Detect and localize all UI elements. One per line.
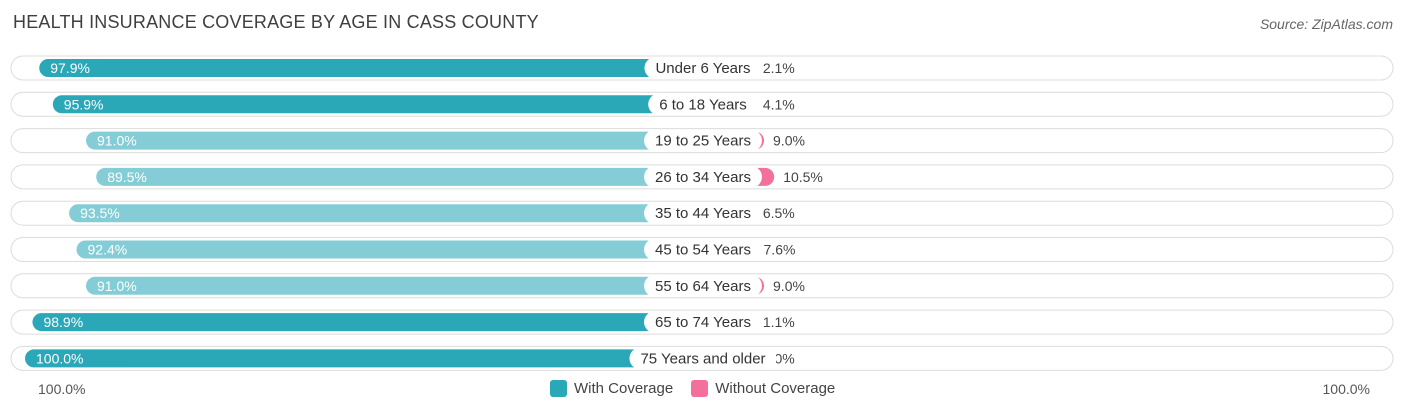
legend-item-with-coverage: With Coverage <box>550 380 673 397</box>
with-coverage-bar <box>32 313 703 332</box>
category-label: Under 6 Years <box>655 60 750 77</box>
category-label: 35 to 44 Years <box>655 205 751 222</box>
with-coverage-bar <box>76 240 703 259</box>
category-pill <box>648 93 758 116</box>
category-pill <box>644 165 762 188</box>
with-coverage-bar <box>96 167 703 186</box>
with-coverage-value: 91.0% <box>97 133 137 149</box>
axis-left-label: 100.0% <box>38 381 86 397</box>
category-label: 45 to 54 Years <box>655 242 751 259</box>
without-coverage-value: 9.0% <box>773 278 805 294</box>
with-coverage-bar <box>69 204 703 223</box>
chart-title: HEALTH INSURANCE COVERAGE BY AGE IN CASS… <box>13 12 539 32</box>
without-coverage-value: 1.1% <box>763 314 795 330</box>
bar-row: 91.0% 9.0% 55 to 64 Years <box>10 273 1394 299</box>
with-coverage-value: 95.9% <box>64 96 104 112</box>
bar-row: 89.5% 10.5% 26 to 34 Years <box>10 164 1394 190</box>
category-pill <box>644 57 762 79</box>
with-coverage-value: 97.9% <box>50 60 90 76</box>
with-coverage-value: 93.5% <box>80 205 120 221</box>
legend-label-with-coverage: With Coverage <box>574 380 674 397</box>
without-coverage-value: 4.1% <box>763 96 795 112</box>
legend-item-without-coverage: Without Coverage <box>691 380 835 397</box>
bar-row: 98.9% 1.1% 65 to 74 Years <box>10 309 1394 335</box>
bar-row: 93.5% 6.5% 35 to 44 Years <box>10 200 1394 226</box>
category-label: 65 to 74 Years <box>655 314 751 331</box>
without-coverage-value: 7.6% <box>764 242 796 258</box>
category-label: 55 to 64 Years <box>655 278 751 295</box>
with-coverage-bar <box>52 95 704 114</box>
without-coverage-value: 6.5% <box>763 205 795 221</box>
legend-label-without-coverage: Without Coverage <box>715 380 836 397</box>
bar-row: 92.4% 7.6% 45 to 54 Years <box>10 237 1394 262</box>
category-pill <box>644 238 762 261</box>
category-pill <box>644 129 762 152</box>
category-pill <box>644 311 762 334</box>
category-label: 19 to 25 Years <box>655 133 751 150</box>
bar-row: 100.0% 0.0%75 Years and older <box>10 345 1394 371</box>
category-pill <box>644 202 762 225</box>
without-coverage-value: 9.0% <box>773 133 805 149</box>
legend-swatch-with-coverage <box>550 380 567 397</box>
with-coverage-bar <box>25 349 703 368</box>
with-coverage-value: 91.0% <box>97 278 137 294</box>
with-coverage-value: 98.9% <box>43 314 83 330</box>
category-label: 26 to 34 Years <box>655 169 751 186</box>
legend-swatch-without-coverage <box>691 380 709 397</box>
category-label: 75 Years and older <box>640 350 765 367</box>
with-coverage-value: 89.5% <box>107 169 147 185</box>
bar-row: 97.9% 2.1% Under 6 Years <box>10 55 1394 81</box>
bar-row: 95.9% 4.1% 6 to 18 Years <box>10 91 1394 117</box>
legend: With Coverage Without Coverage <box>550 380 835 397</box>
chart-canvas: 97.9% 2.1% Under 6 Years 95.9% 4.1% 6 to 18 Y… <box>10 55 1394 371</box>
with-coverage-value: 100.0% <box>36 350 83 366</box>
with-coverage-bar <box>39 59 704 77</box>
with-coverage-bar <box>86 131 703 150</box>
category-label: 6 to 18 Years <box>659 96 747 113</box>
category-pill <box>644 274 762 297</box>
category-pill <box>629 347 777 370</box>
without-coverage-value: 10.5% <box>783 169 823 185</box>
bar-row: 91.0% 9.0% 19 to 25 Years <box>10 128 1394 154</box>
with-coverage-value: 92.4% <box>88 242 128 258</box>
without-coverage-value: 2.1% <box>763 60 795 76</box>
axis-right-label: 100.0% <box>1322 381 1370 397</box>
with-coverage-bar <box>86 276 703 295</box>
source-label: Source: ZipAtlas.com <box>1259 16 1393 32</box>
